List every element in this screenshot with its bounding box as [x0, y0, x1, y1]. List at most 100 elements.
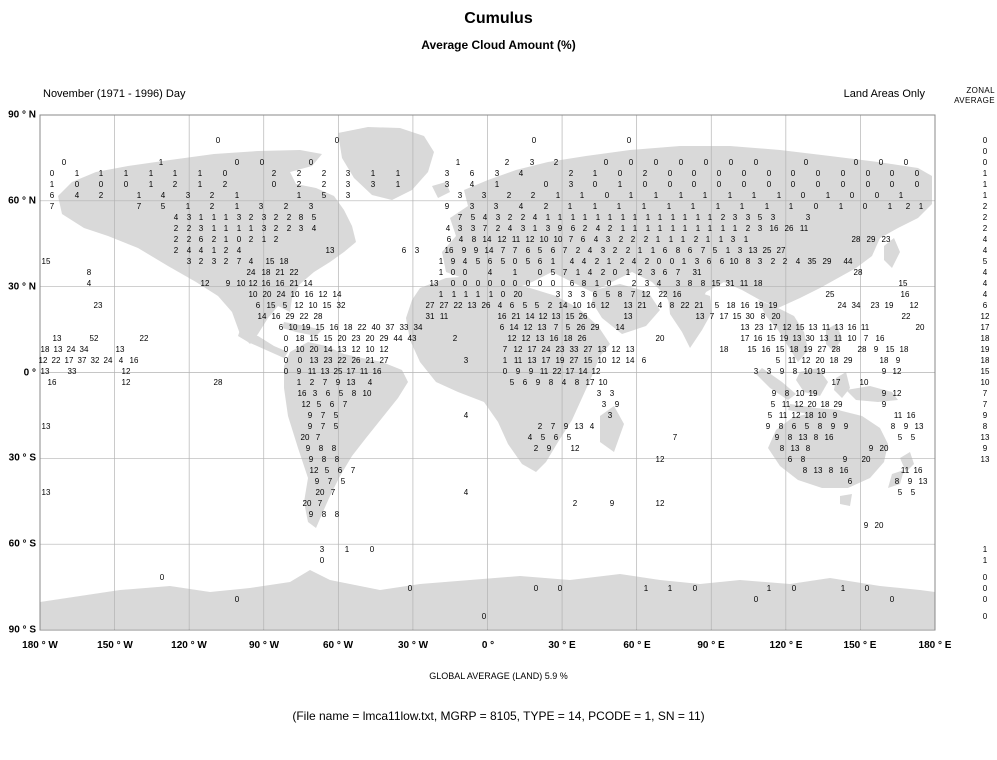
grid-value: 3: [494, 169, 500, 178]
grid-value: 12: [301, 400, 311, 409]
latitude-tick-label: 90 ° N: [8, 109, 36, 121]
global-average-label: GLOBAL AVERAGE (LAND) 5.9 %: [429, 671, 568, 681]
grid-value: 10: [236, 279, 246, 288]
grid-value: 28: [851, 235, 861, 244]
longitude-tick-label: 90 ° E: [697, 640, 725, 651]
grid-value: 14: [525, 312, 535, 321]
grid-value: 0: [283, 356, 289, 365]
grid-value: 2: [283, 202, 289, 211]
grid-value: 18: [726, 301, 736, 310]
grid-value: 7: [562, 246, 568, 255]
grid-value: 17: [64, 356, 74, 365]
grid-value: 1: [223, 235, 229, 244]
grid-value: 1: [840, 584, 846, 593]
grid-value: 9: [296, 367, 302, 376]
grid-value: 3: [600, 246, 606, 255]
grid-value: 1: [594, 279, 600, 288]
grid-value: 3: [319, 545, 325, 554]
grid-value: 11: [511, 235, 521, 244]
grid-value: 2: [504, 158, 510, 167]
grid-value: 18: [279, 257, 289, 266]
zonal-average-value: 12: [980, 312, 990, 321]
grid-value: 1: [512, 268, 518, 277]
grid-value: 12: [521, 334, 531, 343]
grid-value: 1: [74, 169, 80, 178]
grid-value: 1: [575, 268, 581, 277]
grid-value: 9: [765, 422, 771, 431]
grid-value: 10: [365, 345, 375, 354]
grid-value: 20: [302, 499, 312, 508]
grid-value: 4: [587, 268, 593, 277]
grid-value: 16: [761, 345, 771, 354]
grid-value: 4: [587, 246, 593, 255]
grid-value: 0: [628, 158, 634, 167]
longitude-tick-label: 0 °: [481, 640, 495, 651]
grid-value: 20: [879, 444, 889, 453]
grid-value: 9: [873, 345, 879, 354]
grid-value: 4: [507, 224, 513, 233]
grid-value: 3: [694, 257, 700, 266]
grid-value: 0: [741, 169, 747, 178]
grid-value: 20: [874, 521, 884, 530]
grid-value: 5: [160, 202, 166, 211]
grid-value: 22: [337, 356, 347, 365]
grid-value: 7: [709, 312, 715, 321]
grid-value: 4: [160, 191, 166, 200]
grid-value: 26: [351, 356, 361, 365]
grid-value: 16: [906, 411, 916, 420]
grid-value: 4: [462, 257, 468, 266]
grid-value: 4: [532, 213, 538, 222]
grid-value: 7: [49, 202, 55, 211]
grid-value: 2: [98, 191, 104, 200]
latitude-tick-label: 30 ° S: [8, 452, 36, 464]
grid-value: 12: [121, 367, 131, 376]
grid-value: 7: [672, 433, 678, 442]
grid-value: 5: [910, 433, 916, 442]
grid-value: 13: [597, 345, 607, 354]
grid-value: 2: [543, 202, 549, 211]
grid-value: 2: [572, 499, 578, 508]
grid-value: 9: [314, 477, 320, 486]
grid-value: 9: [903, 422, 909, 431]
longitude-tick-label: 120 ° E: [769, 640, 803, 651]
grid-value: 1: [494, 180, 500, 189]
grid-value: 3: [211, 257, 217, 266]
grid-value: 14: [615, 323, 625, 332]
grid-value: 3: [607, 411, 613, 420]
grid-value: 4: [118, 356, 124, 365]
grid-value: 9: [563, 422, 569, 431]
grid-value: 10: [847, 334, 857, 343]
zonal-average-value: 10: [980, 378, 990, 387]
grid-value: 2: [186, 224, 192, 233]
grid-value: 8: [334, 510, 340, 519]
grid-value: 13: [325, 246, 335, 255]
grid-value: 4: [581, 257, 587, 266]
grid-value: 0: [790, 180, 796, 189]
grid-value: 0: [874, 191, 880, 200]
grid-value: 15: [266, 301, 276, 310]
grid-value: 1: [625, 268, 631, 277]
grid-value: 26: [576, 323, 586, 332]
grid-value: 8: [805, 444, 811, 453]
grid-value: 3: [529, 158, 535, 167]
grid-value: 0: [283, 367, 289, 376]
grid-value: 29: [866, 235, 876, 244]
grid-value: 0: [236, 235, 242, 244]
grid-value: 0: [626, 136, 632, 145]
grid-value: 1: [211, 213, 217, 222]
grid-value: 13: [535, 334, 545, 343]
grid-value: 17: [831, 378, 841, 387]
grid-value: 8: [574, 378, 580, 387]
grid-value: 2: [273, 213, 279, 222]
grid-value: 31: [692, 268, 702, 277]
grid-value: 15: [732, 312, 742, 321]
grid-value: 1: [637, 246, 643, 255]
grid-value: 0: [914, 180, 920, 189]
zonal-average-value: 1: [982, 180, 988, 189]
grid-value: 3: [444, 169, 450, 178]
grid-value: 21: [511, 312, 521, 321]
grid-value: 0: [234, 158, 240, 167]
grid-value: 15: [322, 301, 332, 310]
zonal-average-value: 18: [980, 356, 990, 365]
grid-value: 0: [612, 268, 618, 277]
